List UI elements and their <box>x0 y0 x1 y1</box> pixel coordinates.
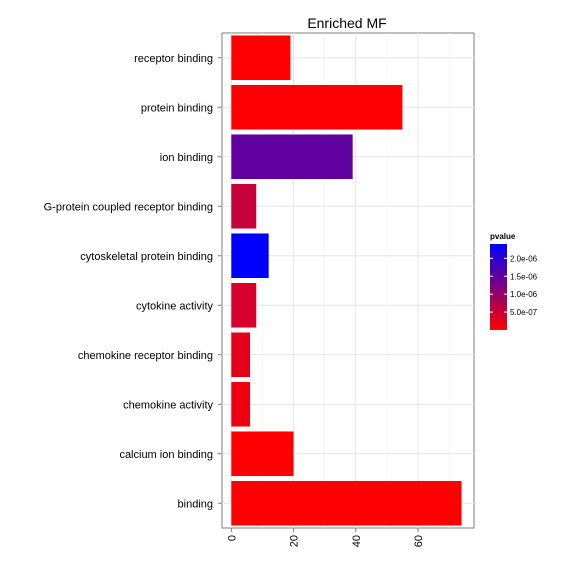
bar-cytokine-activity <box>231 282 257 328</box>
bar-chemokine-activity <box>231 381 250 427</box>
x-tick-label: 40 <box>351 535 363 547</box>
bar-calcium-ion-binding <box>231 431 294 477</box>
bar-receptor-binding <box>231 35 291 81</box>
y-axis: receptor binding protein binding ion bindi… <box>44 53 222 510</box>
legend-title: pvalue <box>490 232 516 241</box>
y-tick-label: ion binding <box>160 152 213 164</box>
y-tick-label: protein binding <box>141 102 213 114</box>
legend-label: 1.0e-06 <box>510 290 538 299</box>
y-tick-label: G-protein coupled receptor binding <box>44 201 213 213</box>
legend: pvalue 2.0e-06 1.5e-06 1.0e-06 5.0e-07 <box>490 232 538 330</box>
bar-binding <box>231 480 462 526</box>
y-tick-label: cytoskeletal protein binding <box>80 251 213 263</box>
x-axis: 0 20 40 60 <box>226 528 425 547</box>
y-tick-label: calcium ion binding <box>119 449 213 461</box>
x-tick-label: 60 <box>413 535 425 547</box>
chart-title: Enriched MF <box>307 15 386 31</box>
bar-protein-binding <box>231 84 403 130</box>
plot-panel <box>221 32 475 529</box>
bar-ion-binding <box>231 134 353 180</box>
x-tick-label: 20 <box>289 535 301 547</box>
y-tick-label: chemokine receptor binding <box>78 350 213 362</box>
legend-label: 2.0e-06 <box>510 254 538 263</box>
x-tick-label: 0 <box>226 535 238 541</box>
y-tick-label: receptor binding <box>134 53 213 65</box>
legend-label: 1.5e-06 <box>510 272 538 281</box>
bar-chemokine-receptor-binding <box>231 332 250 378</box>
bar-g-protein-coupled-receptor-binding <box>231 183 257 229</box>
y-tick-label: binding <box>178 498 213 510</box>
bar-cytoskeletal-protein-binding <box>231 233 269 279</box>
y-tick-label: cytokine activity <box>136 300 214 312</box>
bars <box>231 35 462 526</box>
legend-colorbar <box>490 244 507 330</box>
legend-label: 5.0e-07 <box>510 308 538 317</box>
y-tick-label: chemokine activity <box>123 399 213 411</box>
